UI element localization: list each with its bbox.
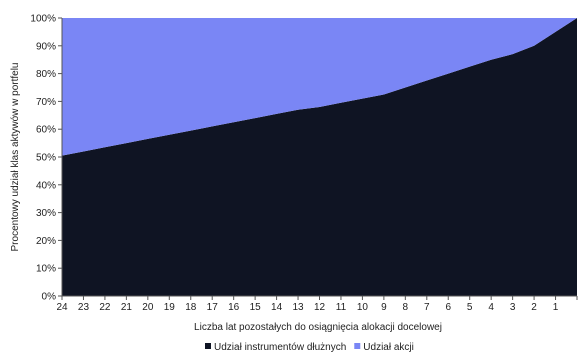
y-tick-label: 90% bbox=[36, 41, 56, 52]
area-series-0 bbox=[62, 18, 577, 296]
x-tick-label: 20 bbox=[142, 302, 154, 313]
x-axis: 24 23 22 21 20 19 18 17 16 15 14 13 12 11 10 9 8 7 6 5 4 3 2 1 bbox=[56, 295, 578, 313]
x-tick-label: 11 bbox=[336, 302, 347, 313]
y-axis-label: Procentowy udział klas aktywów w portfel… bbox=[10, 63, 21, 252]
x-tick-label: 2 bbox=[531, 302, 537, 313]
x-tick-label: 18 bbox=[185, 302, 197, 313]
x-tick-label: 14 bbox=[271, 302, 283, 313]
legend-label-1: Udział akcji bbox=[363, 342, 414, 353]
x-tick-label: 13 bbox=[292, 302, 304, 313]
x-tick-label: 24 bbox=[56, 302, 68, 313]
y-tick-label: 40% bbox=[36, 180, 56, 191]
x-tick-label: 7 bbox=[424, 302, 430, 313]
y-tick-label: 0% bbox=[42, 292, 57, 303]
x-tick-label: 9 bbox=[381, 302, 387, 313]
x-tick-label: 23 bbox=[78, 302, 90, 313]
x-tick-label: 1 bbox=[553, 302, 559, 313]
area-series-1 bbox=[62, 18, 577, 156]
x-tick-label: 15 bbox=[250, 302, 262, 313]
y-axis: 0% 10% 20% 30% 40% 50% 60% 70% 80% 90% 100% bbox=[30, 14, 63, 303]
x-tick-label: 3 bbox=[510, 302, 516, 313]
legend-swatch-0 bbox=[205, 343, 211, 349]
plot-area bbox=[62, 18, 577, 296]
x-tick-label: 5 bbox=[467, 302, 473, 313]
x-tick-label: 17 bbox=[207, 302, 219, 313]
x-tick-label: 4 bbox=[488, 302, 494, 313]
y-tick-label: 10% bbox=[36, 264, 56, 275]
x-tick-label: 12 bbox=[314, 302, 326, 313]
y-tick-label: 70% bbox=[36, 97, 56, 108]
x-tick-label: 22 bbox=[99, 302, 111, 313]
y-tick-label: 60% bbox=[36, 125, 56, 136]
x-axis-label: Liczba lat pozostałych do osiągnięcia al… bbox=[194, 322, 442, 333]
legend-label-0: Udział instrumentów dłużnych bbox=[214, 342, 346, 353]
y-tick-label: 20% bbox=[36, 236, 56, 247]
y-tick-label: 30% bbox=[36, 208, 56, 219]
y-tick-label: 100% bbox=[30, 14, 56, 25]
x-tick-label: 16 bbox=[228, 302, 240, 313]
x-tick-label: 6 bbox=[445, 302, 451, 313]
x-tick-label: 21 bbox=[121, 302, 133, 313]
x-tick-label: 10 bbox=[357, 302, 369, 313]
x-tick-label: 8 bbox=[403, 302, 409, 313]
legend: Udział instrumentów dłużnych Udział akcji bbox=[205, 342, 414, 353]
x-tick-label: 19 bbox=[164, 302, 176, 313]
y-tick-label: 80% bbox=[36, 69, 56, 80]
y-tick-label: 50% bbox=[36, 153, 56, 164]
legend-swatch-1 bbox=[354, 343, 361, 349]
